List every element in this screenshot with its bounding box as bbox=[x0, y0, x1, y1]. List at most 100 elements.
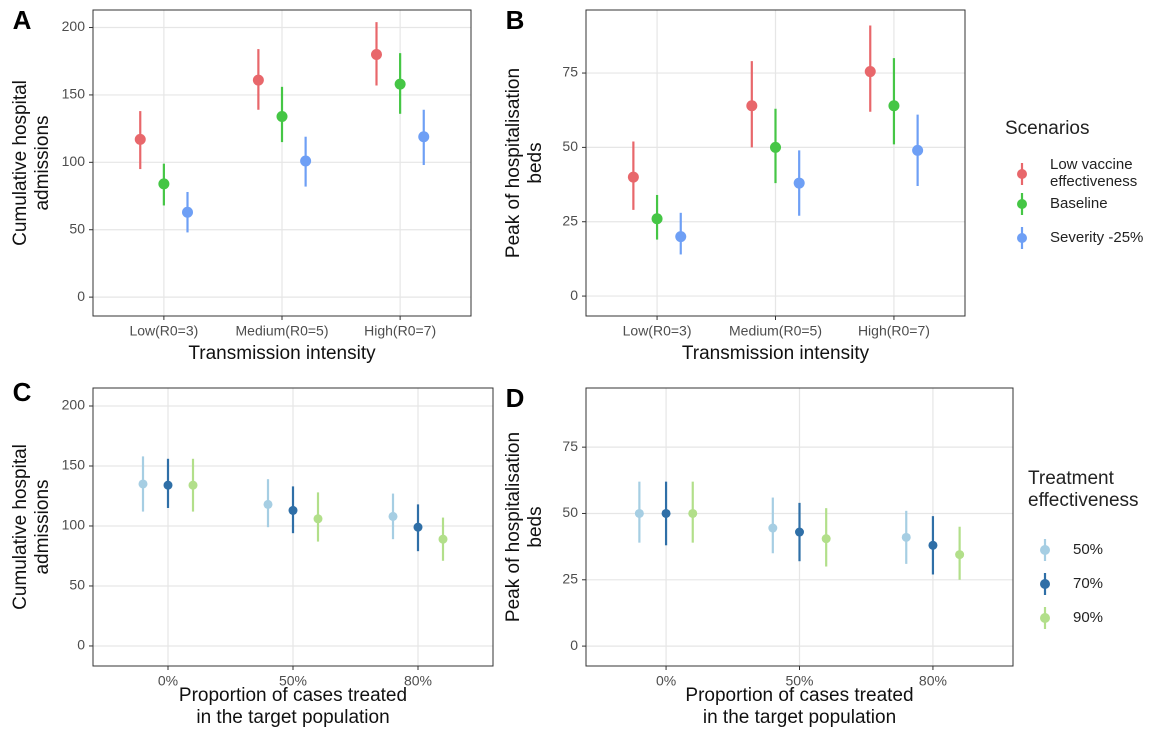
point bbox=[912, 144, 924, 156]
panel-label: C bbox=[13, 377, 32, 407]
point bbox=[276, 110, 288, 122]
x-tick-label: High(R0=7) bbox=[858, 323, 930, 339]
y-axis-title: Peak of hospitalisation bbox=[503, 68, 524, 258]
point bbox=[661, 508, 671, 518]
y-tick-label: 50 bbox=[69, 577, 85, 593]
point bbox=[394, 78, 406, 90]
legend-key bbox=[1017, 199, 1027, 209]
x-tick-label: Medium(R0=5) bbox=[236, 323, 329, 339]
y-axis-title: beds bbox=[525, 142, 546, 183]
y-axis-title: beds bbox=[525, 506, 546, 547]
x-tick-label: 0% bbox=[158, 673, 178, 689]
legend-key bbox=[1017, 233, 1027, 243]
point bbox=[634, 508, 644, 518]
point bbox=[888, 100, 900, 112]
legend-label-box: 90% bbox=[1073, 609, 1104, 626]
legend-key bbox=[1040, 579, 1050, 589]
point bbox=[651, 213, 663, 225]
y-tick-label: 0 bbox=[570, 287, 578, 303]
legend-label-box: 70% bbox=[1073, 575, 1104, 592]
y-tick-label: 0 bbox=[77, 288, 85, 304]
point bbox=[313, 514, 323, 524]
point bbox=[163, 480, 173, 490]
legend-title: Scenarios bbox=[1005, 118, 1090, 139]
point bbox=[371, 48, 382, 60]
point bbox=[795, 527, 804, 537]
y-tick-label: 0 bbox=[570, 637, 578, 653]
y-tick-label: 150 bbox=[62, 86, 86, 102]
panel-label: D bbox=[506, 383, 525, 413]
legend-label-box: 50% bbox=[1073, 541, 1104, 558]
point bbox=[418, 131, 430, 143]
point bbox=[821, 534, 831, 544]
x-tick-label: 50% bbox=[279, 673, 307, 689]
point bbox=[955, 550, 965, 560]
legend-label: 70% bbox=[1073, 575, 1104, 592]
point bbox=[188, 480, 198, 490]
x-tick-label: High(R0=7) bbox=[364, 323, 436, 339]
y-axis-title: Cumulative hospital bbox=[10, 444, 31, 610]
point bbox=[688, 508, 698, 518]
y-axis-title: Cumulative hospital bbox=[10, 80, 31, 246]
x-tick-label: Medium(R0=5) bbox=[729, 323, 822, 339]
x-axis-title: in the target population bbox=[703, 707, 896, 728]
plot-border bbox=[92, 9, 472, 317]
y-tick-label: 0 bbox=[77, 637, 85, 653]
y-tick-label: 200 bbox=[62, 18, 86, 34]
plot-border bbox=[92, 387, 494, 667]
point bbox=[288, 505, 298, 515]
y-tick-label: 50 bbox=[562, 504, 578, 520]
point bbox=[901, 532, 911, 542]
x-axis-title: Proportion of cases treated bbox=[179, 685, 407, 706]
point bbox=[746, 100, 758, 112]
point bbox=[388, 511, 398, 521]
legend-key bbox=[1040, 545, 1050, 555]
point bbox=[793, 177, 805, 189]
legend-label: Low vaccine effectiveness bbox=[1050, 156, 1138, 191]
y-axis-title: admissions bbox=[32, 479, 53, 574]
point bbox=[770, 141, 781, 153]
y-axis-title: admissions bbox=[32, 115, 53, 210]
y-tick-label: 200 bbox=[62, 397, 86, 413]
legend-title: Treatment effectiveness bbox=[1028, 468, 1139, 511]
y-tick-label: 50 bbox=[69, 220, 85, 236]
x-axis-title: Transmission intensity bbox=[682, 343, 870, 364]
point bbox=[768, 523, 778, 533]
panel-label: B bbox=[506, 5, 525, 35]
x-tick-label: Low(R0=3) bbox=[129, 323, 198, 339]
legend-label: 90% bbox=[1073, 609, 1104, 626]
point bbox=[675, 231, 687, 243]
point bbox=[138, 479, 148, 489]
point bbox=[252, 74, 264, 86]
legend-label: Baseline bbox=[1050, 195, 1108, 212]
y-tick-label: 25 bbox=[562, 212, 578, 228]
legend-label-box: Severity -25% bbox=[1050, 229, 1143, 246]
plot-border bbox=[585, 387, 1014, 667]
y-tick-label: 25 bbox=[562, 570, 578, 586]
point bbox=[300, 155, 312, 167]
x-tick-label: 50% bbox=[785, 673, 813, 689]
legend-label: 50% bbox=[1073, 541, 1104, 558]
y-tick-label: 100 bbox=[62, 517, 86, 533]
point bbox=[158, 178, 170, 190]
point bbox=[134, 133, 146, 145]
x-axis-title: in the target population bbox=[196, 707, 389, 728]
legend-key bbox=[1017, 169, 1027, 179]
x-tick-label: 80% bbox=[919, 673, 947, 689]
x-axis-title: Proportion of cases treated bbox=[685, 685, 913, 706]
x-tick-label: 0% bbox=[656, 673, 676, 689]
point bbox=[413, 522, 423, 532]
y-axis-title: Peak of hospitalisation bbox=[503, 432, 524, 622]
y-tick-label: 50 bbox=[562, 138, 578, 154]
y-tick-label: 75 bbox=[562, 438, 578, 454]
point bbox=[438, 534, 448, 544]
point bbox=[263, 499, 273, 509]
legend-title-box: Treatment effectiveness bbox=[1028, 468, 1139, 511]
x-tick-label: 80% bbox=[404, 673, 432, 689]
plot-border bbox=[585, 9, 966, 317]
legend-key bbox=[1040, 613, 1050, 623]
point bbox=[928, 540, 938, 550]
legend-label-box: Low vaccine effectiveness bbox=[1050, 156, 1138, 191]
x-tick-label: Low(R0=3) bbox=[623, 323, 692, 339]
